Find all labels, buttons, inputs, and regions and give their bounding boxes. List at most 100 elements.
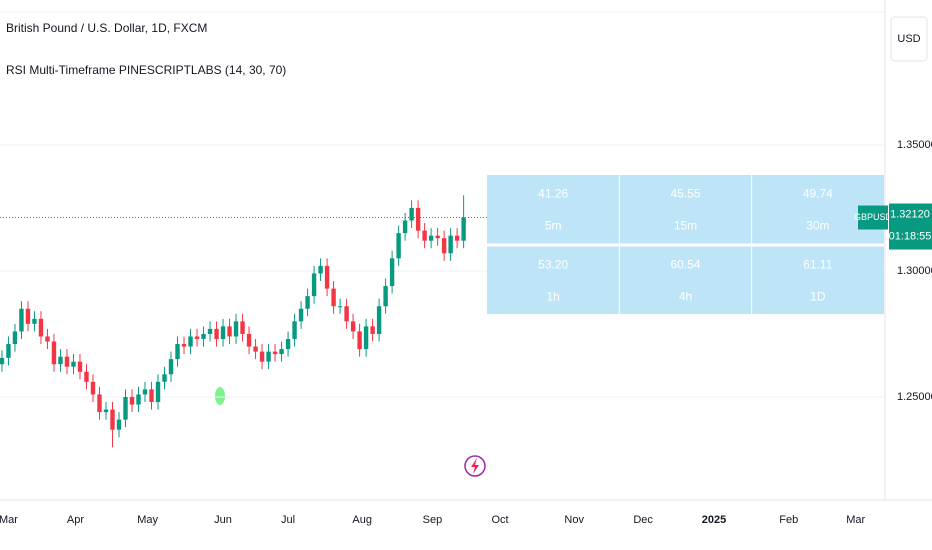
candle-body	[259, 351, 265, 362]
candle-body	[318, 265, 323, 274]
candle-body	[363, 326, 369, 350]
candle-body	[32, 318, 37, 324]
candle-body	[38, 318, 44, 337]
candle-body	[448, 235, 453, 254]
symbol-tag-label: GBPUSD	[854, 212, 893, 222]
rsi-value: 41.26	[538, 186, 568, 200]
candle-body	[435, 235, 440, 239]
candle-body	[298, 308, 304, 322]
x-tick-label: Oct	[491, 514, 508, 526]
x-tick-label: May	[137, 514, 158, 526]
candle-body	[253, 346, 258, 352]
candle-body	[383, 286, 388, 307]
candle-body	[175, 344, 180, 360]
candle-body	[97, 394, 102, 413]
candle-body	[376, 306, 382, 334]
candle-body	[12, 331, 18, 345]
x-tick-label: Sep	[423, 514, 443, 526]
candle-body	[207, 328, 213, 334]
candle-body	[64, 356, 70, 367]
rsi-value: 49.74	[803, 186, 833, 200]
x-tick-label: Mar	[846, 514, 865, 526]
candle-body	[110, 409, 115, 430]
candle-body	[227, 326, 232, 337]
candle-body	[201, 333, 206, 339]
candle-body	[389, 258, 395, 287]
candle-body	[285, 338, 291, 350]
candle-body	[77, 361, 83, 372]
rsi-value: 61.11	[803, 257, 832, 271]
candle-body	[337, 306, 343, 308]
candle-body	[266, 351, 271, 362]
x-tick-label: Jun	[214, 514, 232, 526]
candle-body	[142, 389, 148, 395]
candle-body	[324, 265, 330, 289]
candle-body	[25, 308, 31, 324]
candle-body	[214, 328, 219, 339]
rsi-timeframe: 4h	[679, 289, 692, 303]
candle-body	[155, 381, 161, 402]
candle-body	[272, 351, 278, 355]
candle-body	[370, 326, 375, 334]
rsi-timeframe: 15m	[674, 218, 697, 232]
candle-body	[422, 230, 427, 241]
candle-body	[103, 409, 109, 413]
candle-body	[220, 326, 226, 339]
rsi-timeframe: 5m	[545, 218, 562, 232]
candle-body	[292, 321, 297, 339]
candle-body	[19, 308, 24, 332]
candle-body	[279, 349, 284, 355]
candle-body	[51, 341, 57, 365]
candle-body	[123, 396, 128, 420]
candle-body	[162, 374, 167, 382]
candle-body	[428, 235, 434, 241]
candle-body	[402, 220, 408, 234]
candle-body	[90, 381, 96, 395]
x-tick-label: 2025	[702, 514, 726, 526]
rsi-timeframe: 30m	[806, 218, 829, 232]
indicator-title: RSI Multi-Timeframe PINESCRIPTLABS (14, …	[6, 63, 286, 77]
x-tick-label: Feb	[779, 514, 798, 526]
rsi-value: 53.20	[538, 257, 568, 271]
currency-label[interactable]: USD	[897, 33, 920, 45]
countdown-label: 01:18:55	[889, 230, 932, 242]
candle-body	[240, 321, 245, 334]
candle-body	[357, 331, 362, 350]
candle-body	[58, 356, 63, 365]
rsi-value: 45.55	[670, 186, 700, 200]
candle-body	[181, 344, 187, 347]
x-tick-label: Jul	[281, 514, 295, 526]
candle-body	[415, 207, 421, 231]
candle-body	[136, 394, 141, 405]
candle-body	[45, 336, 50, 342]
candle-body	[188, 336, 193, 347]
candle-body	[129, 396, 135, 405]
y-tick-label: 1.30000	[897, 265, 932, 277]
candle-body	[246, 333, 252, 347]
x-tick-label: Dec	[633, 514, 653, 526]
candle-body	[168, 359, 174, 375]
x-tick-label: Mar	[0, 514, 18, 526]
price-tag-label: 1.32120	[890, 208, 930, 220]
y-tick-label: 1.25000	[897, 391, 932, 403]
symbol-tag	[858, 205, 888, 230]
candle-body	[233, 321, 239, 337]
candle-body	[344, 306, 349, 322]
candle-body	[396, 233, 401, 259]
candle-body	[84, 371, 89, 382]
candle-body	[194, 336, 200, 339]
candle-body	[6, 344, 11, 358]
candle-body	[71, 361, 76, 367]
currency-button[interactable]	[890, 16, 928, 62]
candle-body	[116, 419, 122, 430]
rsi-timeframe: 1h	[546, 289, 559, 303]
candle-body	[350, 321, 356, 332]
x-tick-label: Nov	[564, 514, 584, 526]
candle-body	[331, 288, 336, 307]
candle-body	[454, 235, 460, 241]
candle-body	[305, 296, 310, 309]
event-icon-bolt	[471, 458, 479, 474]
x-tick-label: Apr	[67, 514, 84, 526]
signal-marker	[215, 387, 225, 405]
